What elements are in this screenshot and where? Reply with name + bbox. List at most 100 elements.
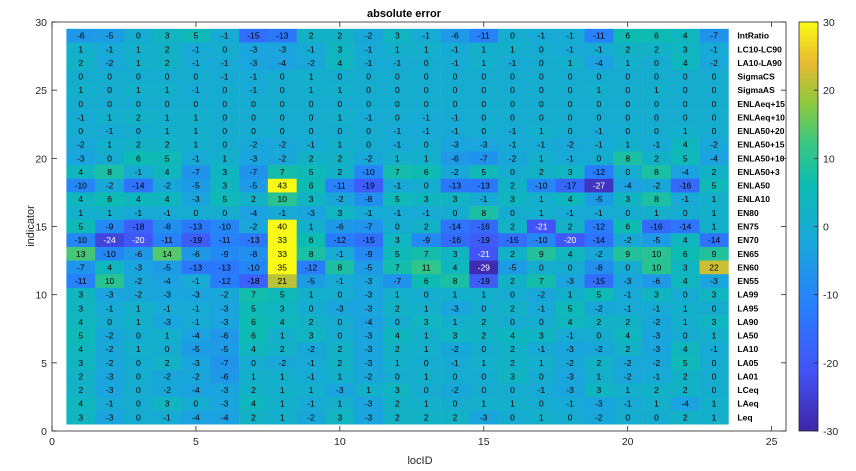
heatmap-cell <box>267 328 297 343</box>
cell-value-label: 0 <box>625 412 630 422</box>
heatmap-cell <box>584 410 614 425</box>
colorbar-tick-label: 0 <box>823 222 829 234</box>
heatmap-cell <box>699 178 729 193</box>
heatmap-cell <box>498 233 528 248</box>
heatmap-cell <box>498 287 528 302</box>
cell-value-label: -1 <box>566 31 574 41</box>
heatmap-cell <box>296 369 326 384</box>
cell-value-label: 0 <box>309 99 314 109</box>
heatmap-cell <box>267 356 297 370</box>
heatmap-cell <box>469 246 499 261</box>
cell-value-label: -1 <box>538 303 546 313</box>
cell-value-label: -3 <box>653 344 661 354</box>
cell-value-label: 0 <box>712 99 717 109</box>
cell-value-label: -7 <box>221 358 229 368</box>
heatmap-cell <box>411 165 441 180</box>
heatmap-cell <box>152 342 182 357</box>
heatmap-cell <box>95 137 125 152</box>
heatmap-cell <box>498 151 528 166</box>
cell-value-label: 2 <box>337 167 342 177</box>
heatmap-cell <box>95 274 125 289</box>
heatmap-cell <box>383 274 413 289</box>
cell-value-label: 5 <box>194 31 199 41</box>
heatmap-cell <box>670 206 700 220</box>
heatmap-cell <box>152 369 182 384</box>
heatmap-cell <box>152 315 182 330</box>
heatmap-cell <box>383 96 413 111</box>
cell-value-label: 0 <box>309 112 314 122</box>
cell-value-label: 10 <box>652 262 662 272</box>
cell-value-label: 1 <box>481 290 486 300</box>
cell-value-label: -9 <box>106 222 114 232</box>
heatmap-cell <box>354 178 384 193</box>
heatmap-cell <box>123 287 154 302</box>
heatmap-cell <box>526 356 557 370</box>
cell-value-label: -11 <box>161 235 173 245</box>
heatmap-cell <box>526 396 557 411</box>
cell-value-label: 0 <box>683 331 688 341</box>
heatmap-cell <box>699 383 729 398</box>
heatmap-cell <box>152 206 182 220</box>
cell-value-label: 3 <box>568 167 573 177</box>
cell-value-label: 21 <box>278 276 288 286</box>
cell-value-label: 1 <box>337 399 342 409</box>
heatmap-cell <box>411 110 441 125</box>
cell-value-label: 0 <box>395 99 400 109</box>
cell-value-label: -1 <box>365 58 373 68</box>
cell-value-label: 0 <box>510 290 515 300</box>
heatmap-cell <box>440 342 470 357</box>
heatmap-cell <box>555 83 585 98</box>
heatmap-cell <box>181 165 211 180</box>
heatmap-cell <box>555 69 585 84</box>
cell-value-label: 2 <box>78 58 83 68</box>
cell-value-label: 3 <box>78 358 83 368</box>
cell-value-label: 8 <box>337 262 342 272</box>
heatmap-cell <box>642 356 672 370</box>
heatmap-cell <box>66 287 96 302</box>
heatmap-cell <box>699 287 729 302</box>
cell-value-label: 0 <box>395 371 400 381</box>
heatmap-cell <box>642 69 672 84</box>
cell-value-label: 0 <box>78 99 83 109</box>
heatmap-cell <box>670 96 700 111</box>
cell-value-label: 4 <box>251 399 256 409</box>
heatmap-cell <box>498 69 528 84</box>
heatmap-cell <box>123 369 154 384</box>
cell-value-label: 0 <box>136 331 141 341</box>
heatmap-cell <box>411 206 441 220</box>
heatmap-cell <box>642 342 672 357</box>
heatmap-cell <box>613 42 643 57</box>
cell-value-label: -1 <box>365 112 373 122</box>
cell-value-label: -20 <box>132 235 145 245</box>
cell-value-label: 1 <box>194 112 199 122</box>
cell-value-label: -16 <box>650 222 663 232</box>
row-label: ENLA10 <box>737 194 770 204</box>
cell-value-label: 0 <box>453 208 458 218</box>
heatmap-cell <box>210 410 240 425</box>
cell-value-label: -4 <box>624 181 632 191</box>
heatmap-cell <box>267 383 297 398</box>
heatmap-cell <box>181 56 211 71</box>
heatmap-cell <box>699 328 729 343</box>
cell-value-label: -6 <box>77 31 85 41</box>
cell-value-label: 0 <box>395 85 400 95</box>
row-label: EN55 <box>737 276 759 286</box>
cell-value-label: -1 <box>422 31 430 41</box>
cell-value-label: 0 <box>136 385 141 395</box>
cell-value-label: 1 <box>568 58 573 68</box>
heatmap-cell <box>95 83 125 98</box>
cell-value-label: -14 <box>679 222 692 232</box>
heatmap-cell <box>239 342 269 357</box>
colorbar-tick-label: -20 <box>823 358 838 370</box>
cell-value-label: -1 <box>221 72 229 82</box>
heatmap-cell <box>296 233 326 248</box>
heatmap-cell <box>296 410 326 425</box>
heatmap-cell <box>498 83 528 98</box>
cell-value-label: -13 <box>247 235 260 245</box>
cell-value-label: 4 <box>683 276 688 286</box>
heatmap-cell <box>670 383 700 398</box>
cell-value-label: 3 <box>78 303 83 313</box>
cell-value-label: 0 <box>539 112 544 122</box>
heatmap-cell <box>123 110 154 125</box>
cell-value-label: -4 <box>221 412 229 422</box>
